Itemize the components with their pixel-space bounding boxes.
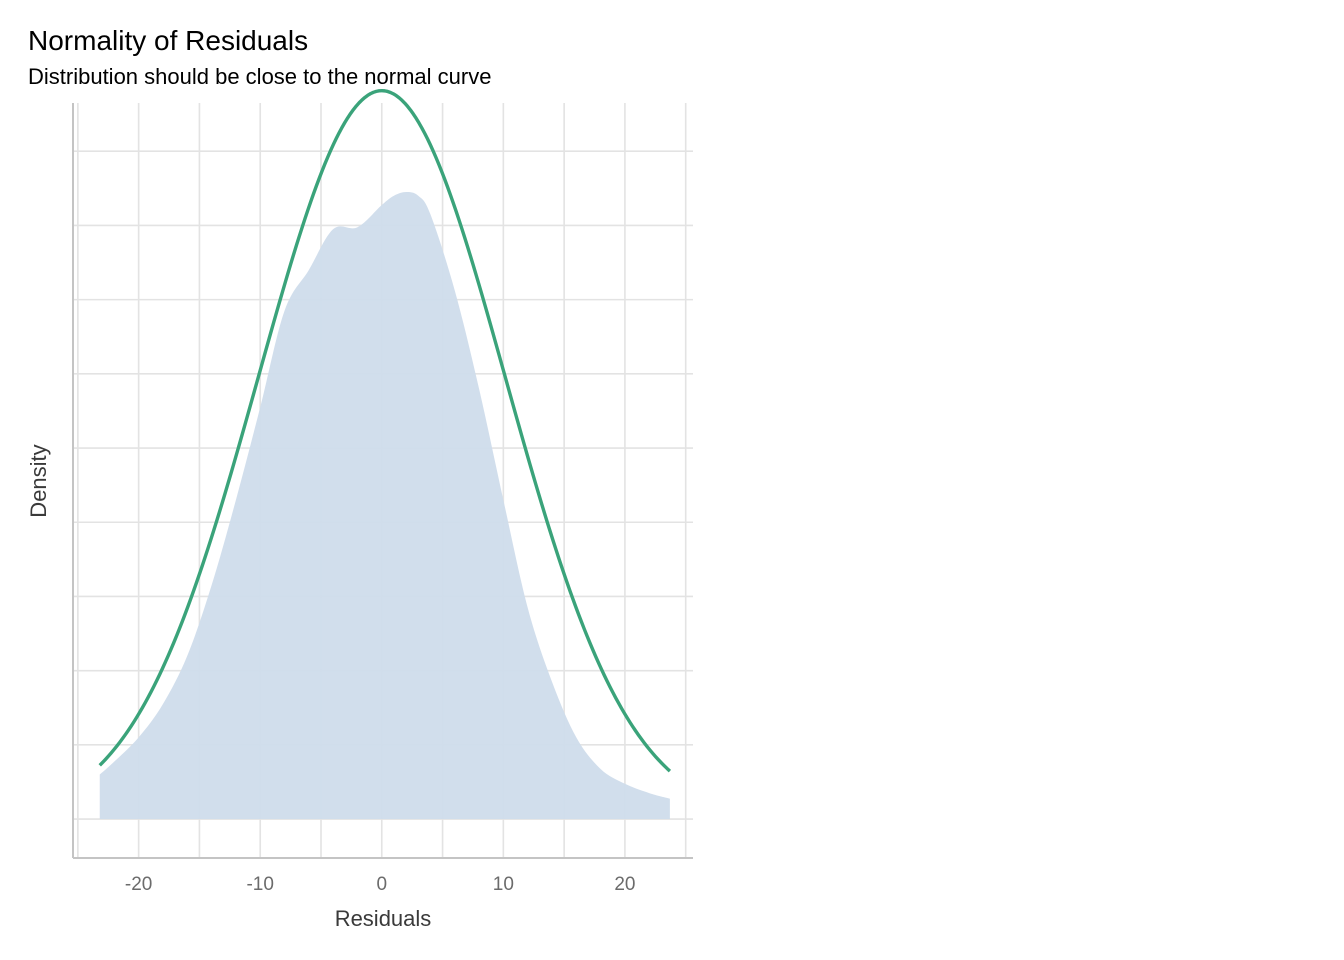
x-tick-label: 20	[614, 874, 635, 895]
normal-curve-line	[98, 88, 672, 773]
normal-curve-layer	[98, 88, 672, 773]
observed-density-layer	[99, 192, 670, 820]
x-tick-labels: -20 -10 0 10 20	[125, 874, 636, 895]
x-tick-label: -10	[246, 874, 273, 895]
y-axis-label: Density	[26, 444, 51, 517]
chart-subtitle: Distribution should be close to the norm…	[28, 64, 491, 89]
chart-title: Normality of Residuals	[28, 25, 308, 56]
observed-density-area	[99, 192, 670, 820]
x-tick-label: 0	[376, 874, 387, 895]
x-tick-label: -20	[125, 874, 152, 895]
axes	[72, 103, 693, 859]
x-axis-label: Residuals	[335, 906, 432, 931]
x-tick-label: 10	[493, 874, 514, 895]
